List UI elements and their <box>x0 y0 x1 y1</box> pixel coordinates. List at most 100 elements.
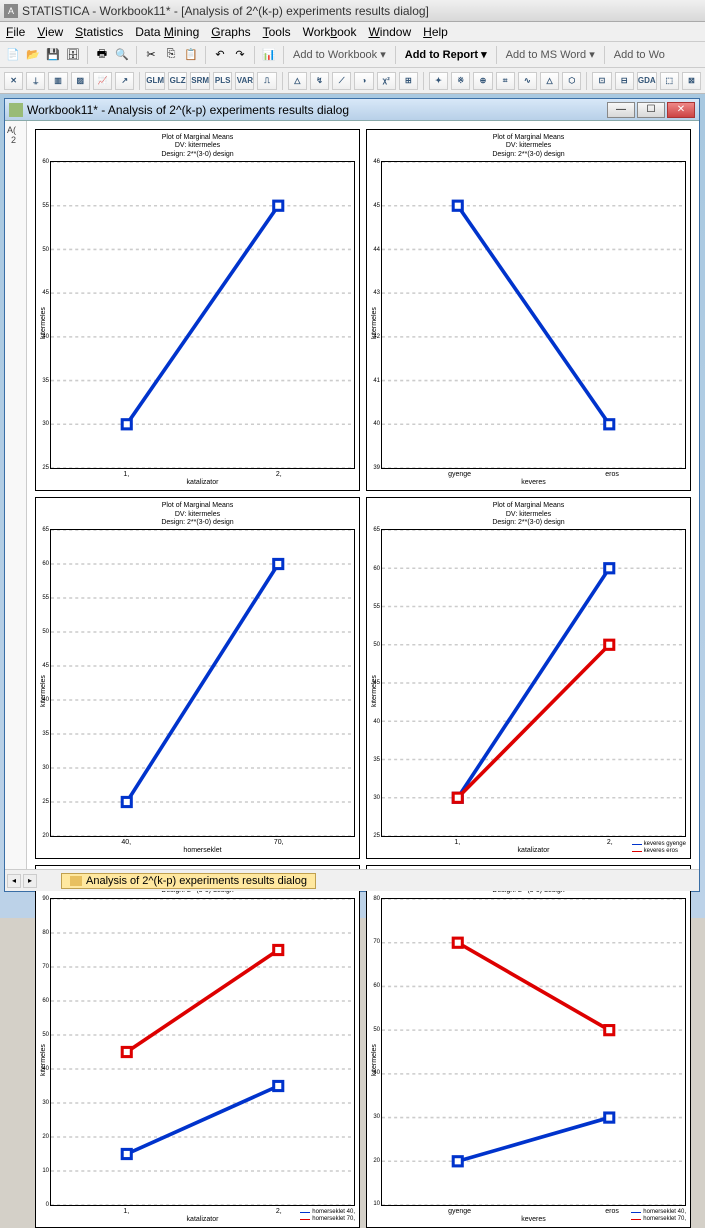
glz-icon[interactable]: GLZ <box>168 72 187 90</box>
chart-legend: homerseklet 40,homerseklet 70, <box>631 1209 686 1222</box>
app-titlebar: A STATISTICA - Workbook11* - [Analysis o… <box>0 0 705 22</box>
tool-icon-16[interactable]: ⊕ <box>473 72 492 90</box>
mdi-titlebar[interactable]: Workbook11* - Analysis of 2^(k-p) experi… <box>5 99 699 121</box>
tool-icon-6[interactable]: ↗ <box>115 72 134 90</box>
menu-workbook[interactable]: Workbook <box>303 25 357 39</box>
tool-icon-3[interactable]: ▥ <box>48 72 67 90</box>
tool-icon-10[interactable]: ⟋ <box>332 72 351 90</box>
menu-file[interactable]: File <box>6 25 25 39</box>
saveall-icon[interactable]: 🗄 <box>64 46 82 64</box>
x-tick-labels: 1,2, <box>50 471 355 478</box>
tree-pane[interactable]: A( 2 <box>5 121 27 871</box>
tool-icon-15[interactable]: ※ <box>451 72 470 90</box>
menu-tools[interactable]: Tools <box>263 25 291 39</box>
plot-area: 0102030405060708090 <box>50 898 355 1206</box>
workspace: Workbook11* - Analysis of 2^(k-p) experi… <box>0 94 705 918</box>
tool-icon-8[interactable]: △ <box>288 72 307 90</box>
menu-graphs[interactable]: Graphs <box>211 25 250 39</box>
tree-root[interactable]: A( <box>5 125 26 135</box>
chart-titles: Plot of Marginal MeansDV: kitermelesDesi… <box>371 502 686 527</box>
paste-icon[interactable]: 📋 <box>182 46 200 64</box>
tool-icon-20[interactable]: ⬡ <box>562 72 581 90</box>
tool-icon-22[interactable]: ⊟ <box>615 72 634 90</box>
tab-scroll-right[interactable]: ▸ <box>23 874 37 888</box>
redo-icon[interactable]: ↷ <box>231 46 249 64</box>
tree-child[interactable]: 2 <box>5 135 26 145</box>
chart-titles: Plot of Marginal MeansDV: kitermelesDesi… <box>40 502 355 527</box>
plot-area: 3940414243444546 <box>381 161 686 469</box>
tool-icon-7[interactable]: ⎍ <box>257 72 276 90</box>
glm-icon[interactable]: GLM <box>145 72 165 90</box>
gda-icon[interactable]: GDA <box>637 72 657 90</box>
toolbar-analysis: ✕ ⍊ ▥ ▨ 📈 ↗ GLM GLZ SRM PLS VAR ⎍ △ ↯ ⟋ … <box>0 68 705 94</box>
menu-view[interactable]: View <box>37 25 63 39</box>
tool-icon-14[interactable]: ✦ <box>429 72 448 90</box>
print-icon[interactable]: 🖶 <box>93 46 111 64</box>
tab-label: Analysis of 2^(k-p) experiments results … <box>86 875 307 887</box>
add-word-button[interactable]: Add to MS Word ▾ <box>502 48 599 61</box>
preview-icon[interactable]: 🔍 <box>113 46 131 64</box>
plot-area: 1020304050607080 <box>381 898 686 1206</box>
app-icon: A <box>4 4 18 18</box>
chart-panel-4[interactable]: Plot of Marginal MeansDV: kitermelesDesi… <box>35 865 360 1227</box>
tool-icon-1[interactable]: ✕ <box>4 72 23 90</box>
add-workbook-button[interactable]: Add to Workbook ▾ <box>289 48 390 61</box>
plot-area: 253035404550556065 <box>381 529 686 837</box>
chart-panel-3[interactable]: Plot of Marginal MeansDV: kitermelesDesi… <box>366 497 691 859</box>
close-button[interactable]: ✕ <box>667 102 695 118</box>
menu-window[interactable]: Window <box>368 25 411 39</box>
add-wo-button[interactable]: Add to Wo <box>610 49 669 61</box>
app-title: STATISTICA - Workbook11* - [Analysis of … <box>22 4 429 18</box>
tool-icon-23[interactable]: ⬚ <box>660 72 679 90</box>
chart-icon[interactable]: 📊 <box>260 46 278 64</box>
tool-icon-24[interactable]: ⊠ <box>682 72 701 90</box>
plot-area: 2530354045505560 <box>50 161 355 469</box>
srm-icon[interactable]: SRM <box>190 72 210 90</box>
copy-icon[interactable]: ⎘ <box>162 46 180 64</box>
chart-titles: Plot of Marginal MeansDV: kitermelesDesi… <box>40 134 355 159</box>
workbook-icon <box>9 103 23 117</box>
tool-icon-5[interactable]: 📈 <box>93 72 112 90</box>
tool-icon-2[interactable]: ⍊ <box>26 72 45 90</box>
tool-icon-17[interactable]: ⌗ <box>496 72 515 90</box>
chart-legend: homerseklet 40,homerseklet 70, <box>300 1209 355 1222</box>
folder-icon <box>70 876 82 886</box>
new-icon[interactable]: 📄 <box>4 46 22 64</box>
save-icon[interactable]: 💾 <box>44 46 62 64</box>
open-icon[interactable]: 📂 <box>24 46 42 64</box>
undo-icon[interactable]: ↶ <box>211 46 229 64</box>
chart-titles: Plot of Marginal MeansDV: kitermelesDesi… <box>371 134 686 159</box>
chart-panel-5[interactable]: Plot of Marginal MeansDV: kitermelesDesi… <box>366 865 691 1227</box>
chart-legend: keveres gyengekeveres eros <box>632 841 686 854</box>
x-axis-label: keveres <box>381 479 686 486</box>
chart-panel-2[interactable]: Plot of Marginal MeansDV: kitermelesDesi… <box>35 497 360 859</box>
toolbar-main: 📄 📂 💾 🗄 🖶 🔍 ✂ ⎘ 📋 ↶ ↷ 📊 Add to Workbook … <box>0 42 705 68</box>
workbook-tab[interactable]: Analysis of 2^(k-p) experiments results … <box>61 873 316 889</box>
tool-icon-21[interactable]: ⊡ <box>592 72 611 90</box>
tool-icon-13[interactable]: ⊞ <box>399 72 418 90</box>
x-axis-label: katalizator <box>50 479 355 486</box>
x-tick-labels: gyengeeros <box>381 471 686 478</box>
chart-panel-1[interactable]: Plot of Marginal MeansDV: kitermelesDesi… <box>366 129 691 491</box>
menu-statistics[interactable]: Statistics <box>75 25 123 39</box>
tool-icon-18[interactable]: ∿ <box>518 72 537 90</box>
add-report-button[interactable]: Add to Report ▾ <box>401 48 491 61</box>
maximize-button[interactable]: ☐ <box>637 102 665 118</box>
chart-panel-0[interactable]: Plot of Marginal MeansDV: kitermelesDesi… <box>35 129 360 491</box>
plot-area: 20253035404550556065 <box>50 529 355 837</box>
tab-scroll-left[interactable]: ◂ <box>7 874 21 888</box>
tool-icon-9[interactable]: ↯ <box>310 72 329 90</box>
tool-icon-4[interactable]: ▨ <box>71 72 90 90</box>
cut-icon[interactable]: ✂ <box>142 46 160 64</box>
tool-icon-19[interactable]: △ <box>540 72 559 90</box>
chart-grid: Plot of Marginal MeansDV: kitermelesDesi… <box>27 121 699 871</box>
tool-icon-12[interactable]: χ² <box>377 72 396 90</box>
menubar: File View Statistics Data Mining Graphs … <box>0 22 705 42</box>
minimize-button[interactable]: — <box>607 102 635 118</box>
var-icon[interactable]: VAR <box>235 72 254 90</box>
tool-icon-11[interactable]: ◑ <box>354 72 373 90</box>
mdi-title: Workbook11* - Analysis of 2^(k-p) experi… <box>27 103 607 117</box>
menu-help[interactable]: Help <box>423 25 448 39</box>
pls-icon[interactable]: PLS <box>213 72 232 90</box>
menu-data-mining[interactable]: Data Mining <box>135 25 199 39</box>
